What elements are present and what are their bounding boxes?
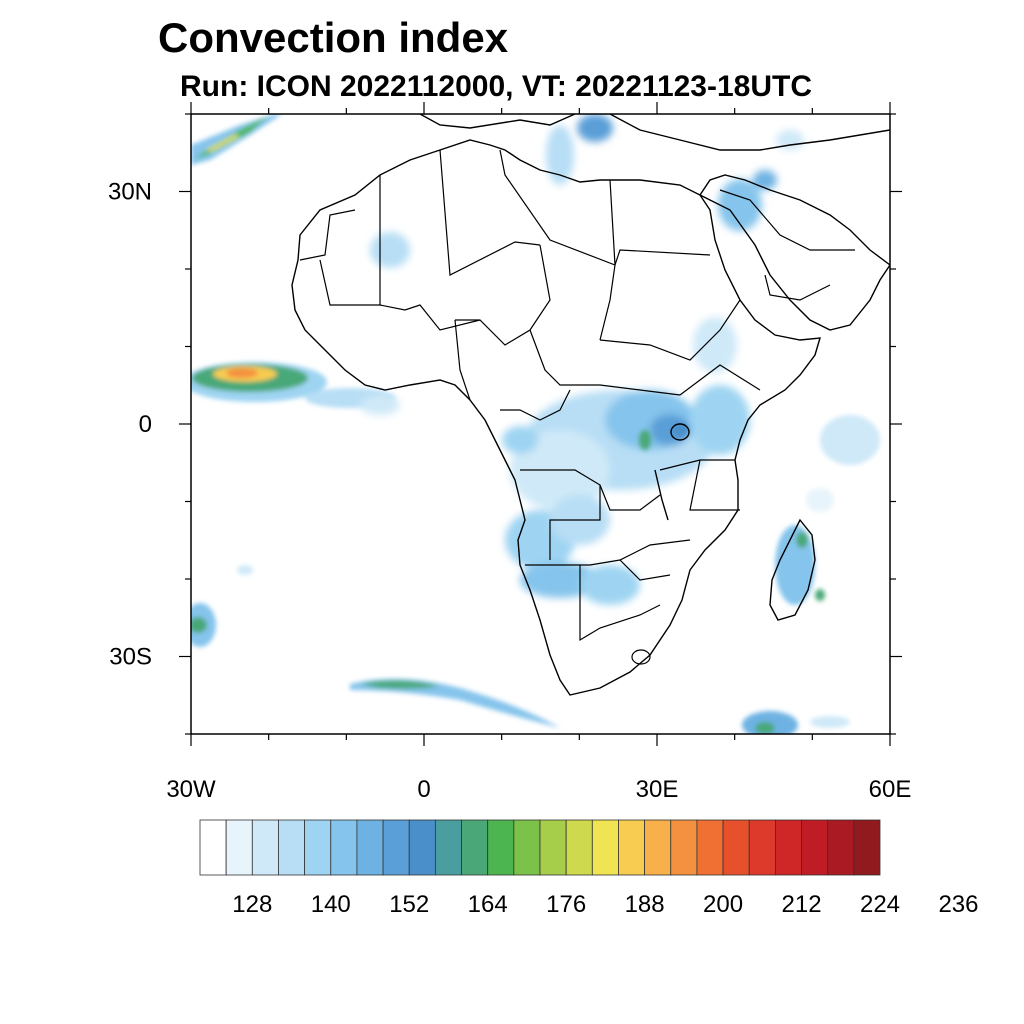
lake-victoria [670,423,690,441]
colorbar-swatch [408,819,436,876]
colorbar-swatch [696,819,724,876]
axis-tick-labels: 30W 0 30E 60E 30N 0 30S [108,179,911,804]
coastlines [291,114,890,696]
country-borders [299,149,855,665]
field-sw-atlantic [191,565,253,647]
madagascar-coastline [769,518,816,621]
colorbar-swatch [199,819,227,876]
colorbar-swatch [801,819,829,876]
colorbar-swatch [487,819,515,876]
europe-coastline [419,114,890,151]
colorbar-swatch [748,819,776,876]
colorbar-swatch [382,819,410,876]
field-madagascar [775,415,880,605]
colorbar-label: 188 [625,891,665,918]
colorbar-label: 152 [389,891,429,918]
colorbar-swatch [774,819,802,876]
colorbar-label: 176 [546,891,586,918]
field-great-lakes [639,423,688,450]
field-southern-ocean [742,711,850,734]
lat-tick-label: 30S [109,644,152,671]
convection-field [191,114,880,734]
lon-tick-label: 60E [869,776,912,803]
lon-tick-label: 30W [166,776,216,803]
colorbar-label: 140 [311,891,351,918]
colorbar-swatch [513,819,541,876]
lat-tick-label: 0 [139,411,152,438]
colorbar-swatch [618,819,646,876]
colorbar-label: 236 [938,891,978,918]
colorbar-label: 212 [782,891,822,918]
colorbar-swatch [278,819,306,876]
field-north-africa [370,114,804,373]
africa-coastline [291,139,821,696]
colorbar-swatch [565,819,593,876]
arabia-coastline [698,174,890,331]
colorbar-swatch [539,819,567,876]
colorbar-swatch [330,819,358,876]
colorbar-label: 224 [860,891,900,918]
lake-tanganyika [654,469,669,521]
colorbar-swatch [591,819,619,876]
colorbar-swatch [853,819,881,876]
colorbar-label: 164 [468,891,508,918]
field-south-streamer [350,678,560,728]
colorbar-swatch [722,819,750,876]
field-nw-atlantic [191,114,282,165]
colorbar-label: 128 [232,891,272,918]
axis-ticks [179,102,902,746]
colorbar-swatch [251,819,279,876]
colorbar-swatch [827,819,855,876]
lon-tick-label: 0 [417,776,430,803]
colorbar-label: 200 [703,891,743,918]
colorbar-swatch [356,819,384,876]
colorbar-swatch [304,819,332,876]
colorbar-swatch [225,819,253,876]
chart-title: Convection index [158,14,509,61]
lat-tick-label: 30N [108,179,152,206]
colorbar-labels: 128 140 152 164 176 188 200 212 224 236 [232,891,978,918]
colorbar [199,819,881,876]
colorbar-swatch [644,819,672,876]
colorbar-swatch [670,819,698,876]
field-central-africa [360,385,750,605]
lon-tick-label: 30E [636,776,679,803]
colorbar-swatch [461,819,489,876]
chart-subtitle: Run: ICON 2022112000, VT: 20221123-18UTC [180,70,813,103]
colorbar-swatch [434,819,462,876]
